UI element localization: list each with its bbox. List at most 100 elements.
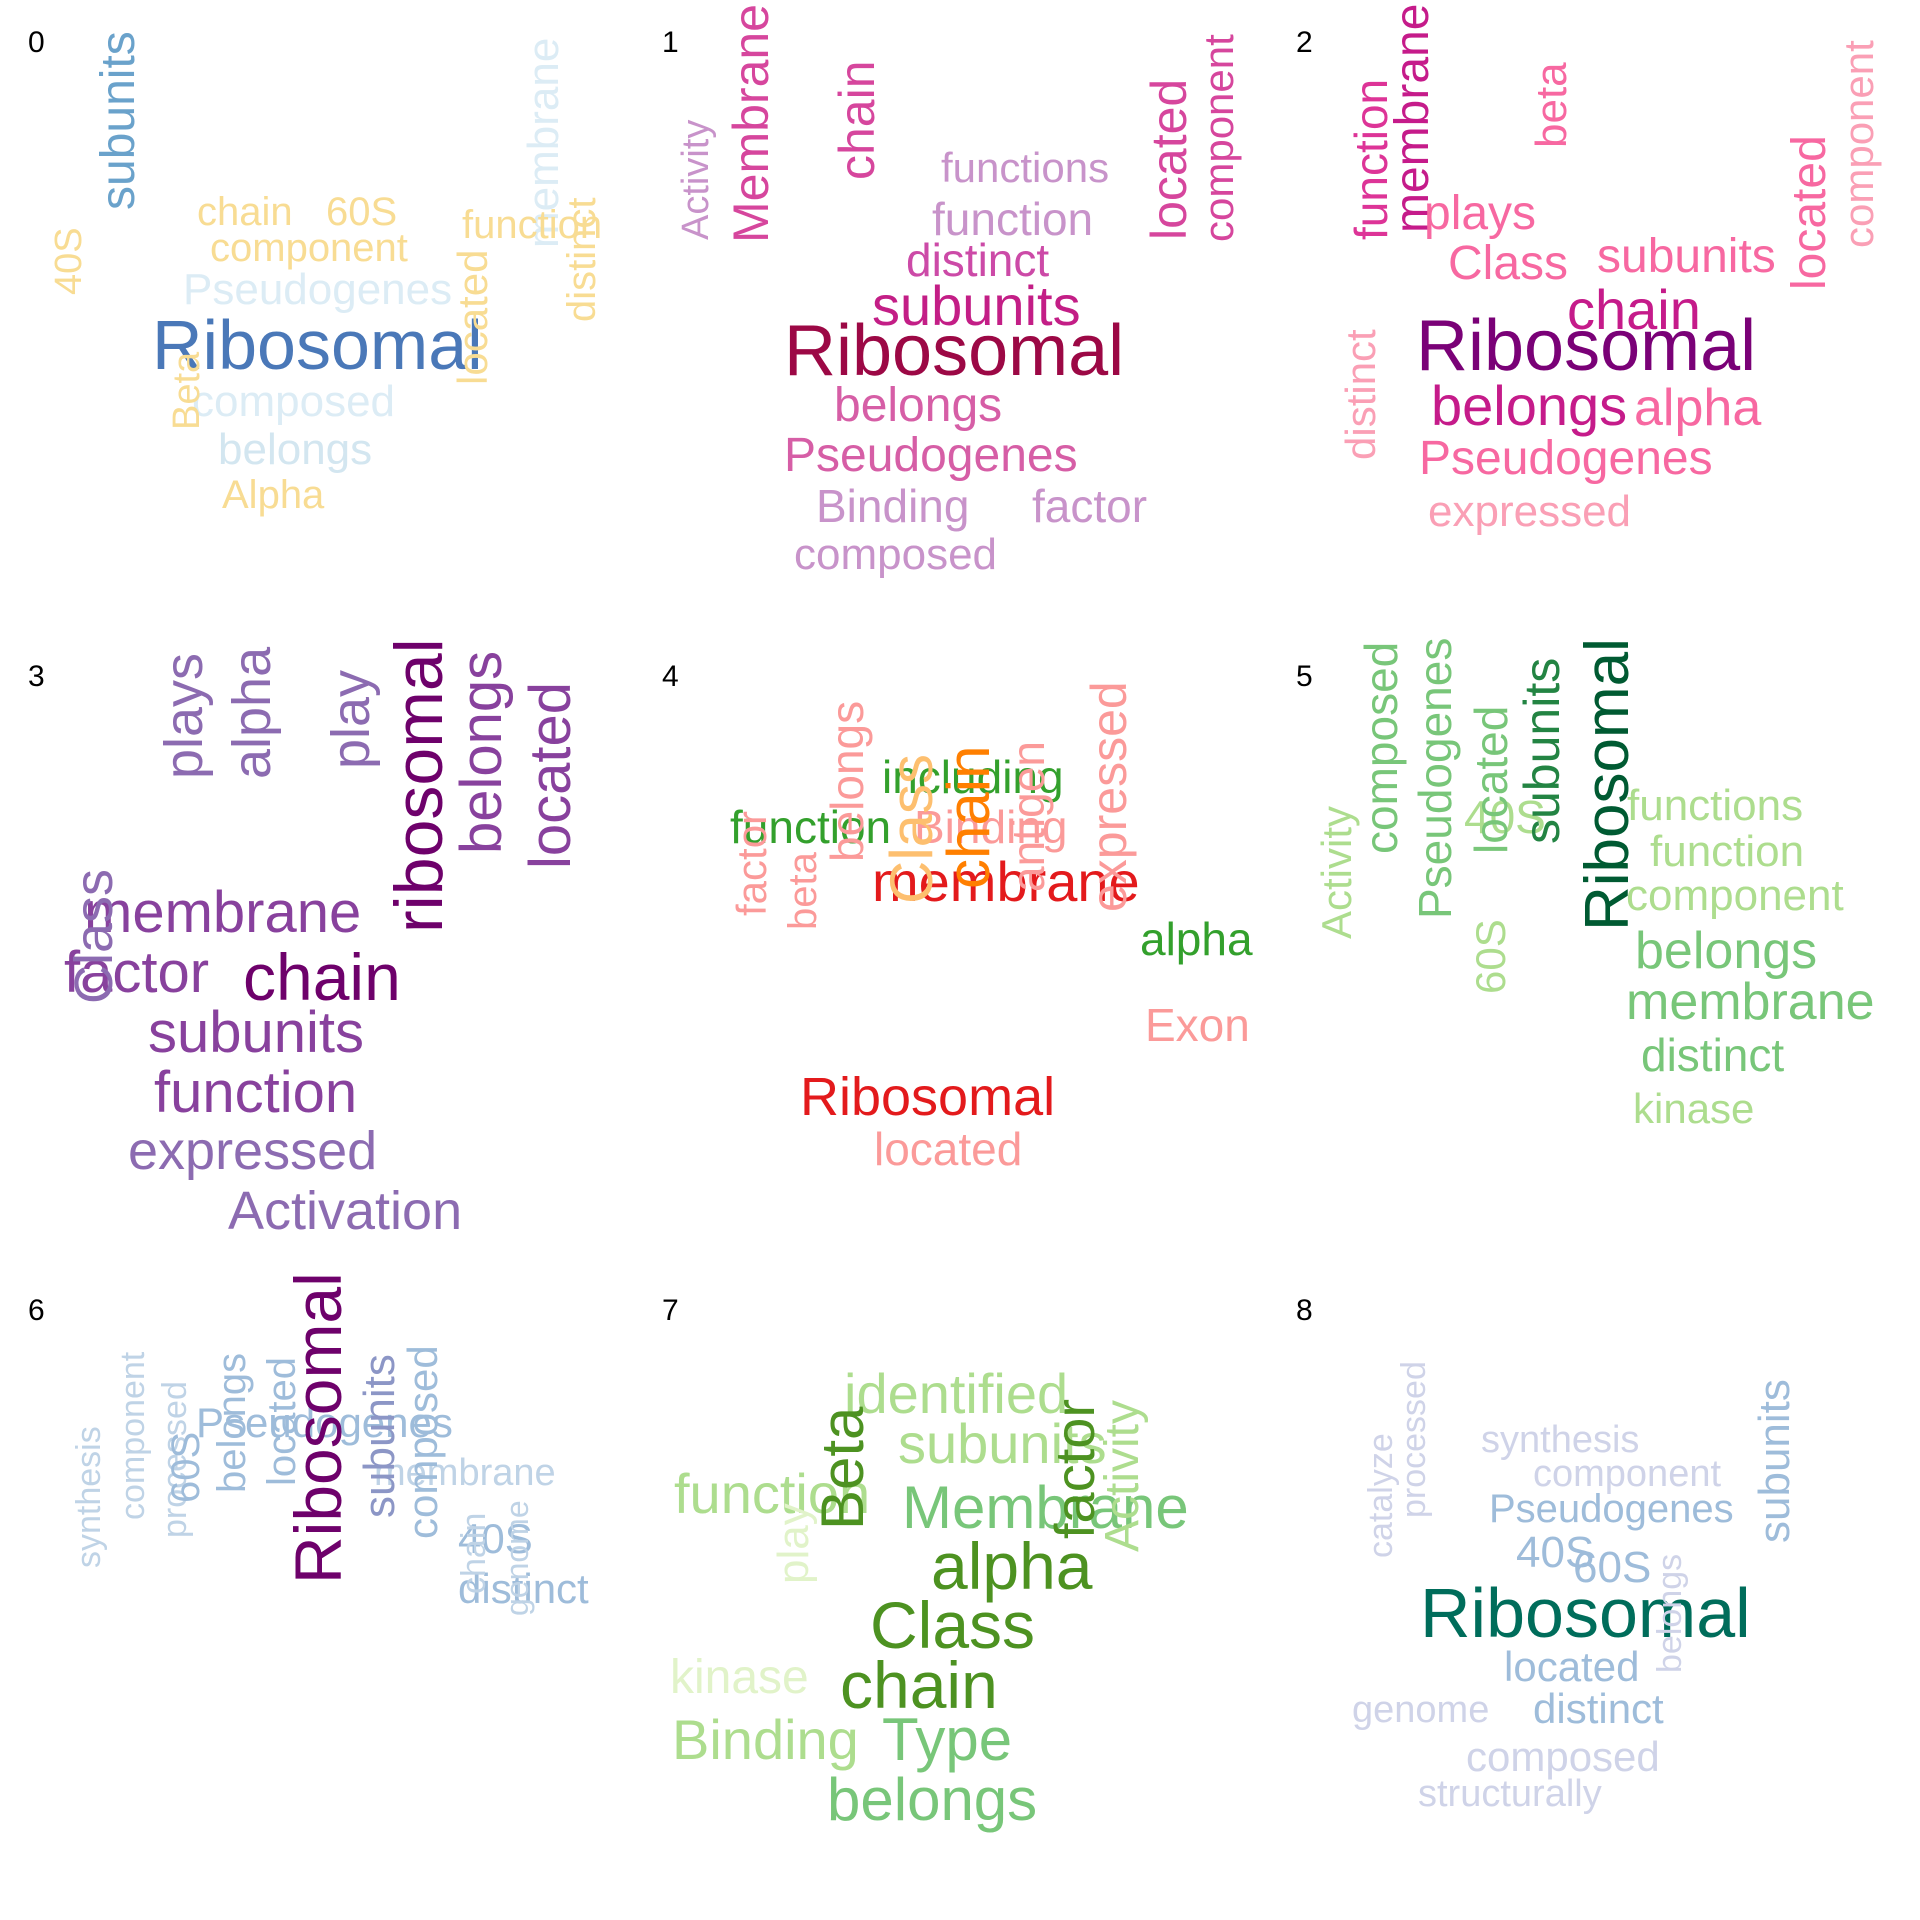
cloud-word: Activation: [228, 1181, 463, 1241]
cloud-word: Membrane: [723, 4, 779, 243]
cloud-word: expressed: [1428, 487, 1632, 536]
cloud-word: Ribosomal: [784, 311, 1125, 391]
cloud-word: Binding: [672, 1708, 859, 1771]
cloud-word: beta: [1527, 62, 1576, 148]
cloud-word: belongs: [218, 425, 373, 474]
cloud-word: Pseudogenes: [1409, 638, 1461, 920]
cloud-word: belongs: [1431, 374, 1628, 437]
cloud-word: Pseudogenes: [1419, 432, 1713, 485]
cloud-word: function: [730, 801, 892, 853]
cloud-word: distinct: [1641, 1029, 1785, 1081]
panel-label: 1: [662, 26, 679, 59]
cloud-word: including: [882, 751, 1064, 803]
cloud-word: alpha: [1634, 379, 1762, 437]
cloud-word: subunits: [1514, 657, 1570, 844]
cloud-word: functions: [1627, 781, 1804, 830]
cloud-word: belongs: [827, 1766, 1038, 1833]
cloud-word: belongs: [1651, 1553, 1689, 1673]
cloud-word: subunits: [355, 1354, 404, 1518]
cloud-word: located: [518, 681, 583, 869]
cloud-word: distinct: [1533, 1685, 1664, 1732]
word-cloud-panel-1: 1 Ribosomal subunits distinct function functi…: [634, 0, 1268, 634]
cloud-word: Class: [64, 868, 124, 1004]
cloud-word: Ribosomal: [800, 1067, 1056, 1127]
cloud-word: Class: [870, 1588, 1036, 1662]
cloud-word: Activity: [675, 119, 717, 240]
cloud-word: identified: [844, 1362, 1069, 1425]
cloud-word: alpha: [1140, 913, 1253, 965]
cloud-word: chain: [455, 1512, 493, 1594]
cloud-word: composed: [192, 377, 396, 426]
cloud-word: Ribosomal: [1420, 1574, 1751, 1652]
cloud-word: expressed: [1081, 681, 1137, 912]
cloud-word: synthesis: [70, 1426, 108, 1568]
cloud-word: composed: [1355, 641, 1407, 854]
cloud-word: located: [1141, 78, 1197, 240]
cloud-word: component: [114, 1351, 152, 1520]
cloud-word: chain: [243, 940, 401, 1014]
cloud-word: antigen: [1002, 741, 1054, 892]
cloud-word: 40S: [1516, 1528, 1595, 1577]
cloud-word: belongs: [1635, 922, 1818, 980]
cloud-word: located: [1504, 1643, 1640, 1690]
panel-label: 7: [662, 1294, 679, 1327]
cloud-word: 60S: [326, 190, 398, 234]
cloud-word: 60S: [1573, 1543, 1652, 1592]
panel-label: 4: [662, 660, 679, 693]
panel-label: 2: [1296, 26, 1313, 59]
word-cloud-panel-5: 5 Activity composed Pseudogenes 40S located 60…: [1268, 634, 1902, 1268]
cloud-word: chain: [1567, 278, 1701, 341]
cloud-word: plays: [154, 652, 214, 779]
cloud-word: membrane: [84, 880, 362, 945]
word-cloud-panel-4: 4 including function Binding membrane alpha Ex…: [634, 634, 1268, 1268]
cloud-word: composed: [794, 530, 998, 579]
cloud-word: belongs: [449, 650, 514, 854]
word-cloud-panel-2: 2 Ribosomal chain belongs membrane function pl…: [1268, 0, 1902, 634]
cloud-word: beta: [781, 852, 825, 930]
cloud-word: Beta: [809, 1406, 876, 1530]
cloud-word: located: [1783, 135, 1836, 290]
cloud-word: chain: [829, 60, 885, 180]
cloud-word: membrane: [374, 1452, 556, 1494]
cloud-word: membrane: [1626, 973, 1875, 1031]
cloud-word: located: [449, 249, 496, 385]
cloud-word: 60S: [1467, 919, 1514, 994]
cloud-word: Ribosomal: [281, 1272, 355, 1584]
cloud-word: distinct: [458, 1565, 589, 1612]
cloud-word: distinct: [906, 234, 1050, 286]
cloud-word: 40S: [458, 1515, 533, 1562]
cloud-word: Membrane: [902, 1474, 1189, 1541]
panel-label: 0: [28, 26, 45, 59]
cloud-word: function: [154, 1060, 358, 1125]
cloud-word: function: [1345, 78, 1397, 240]
cloud-word: genome: [499, 1500, 535, 1616]
cloud-word: subunits: [92, 31, 145, 210]
cloud-word: distinct: [1337, 329, 1384, 460]
word-cloud-panel-3: 3 plays alpha play membrane factor chain subuni…: [0, 634, 634, 1268]
cloud-word: chain: [197, 190, 293, 234]
cloud-word: chain: [935, 745, 1002, 889]
cloud-word: kinase: [670, 1651, 809, 1704]
cloud-word: Class: [1448, 237, 1569, 290]
cloud-word: component: [210, 226, 408, 270]
cloud-word: catalyze: [1362, 1433, 1400, 1558]
cloud-word: structurally: [1418, 1773, 1602, 1815]
cloud-word: ribosomal: [381, 638, 457, 933]
cloud-word: subunits: [898, 1412, 1107, 1475]
cloud-word: Activity: [1313, 805, 1360, 939]
cloud-word: kinase: [1633, 1085, 1755, 1132]
cloud-word: processed: [1395, 1361, 1433, 1518]
cloud-word: Type: [882, 1706, 1013, 1773]
cloud-word: function: [1650, 827, 1805, 876]
cloud-word: play: [321, 669, 381, 769]
cloud-word: located: [874, 1123, 1023, 1175]
cloud-word: belongs: [834, 379, 1003, 432]
cloud-word: synthesis: [1481, 1419, 1640, 1461]
cloud-word: distinct: [560, 197, 604, 323]
cloud-word: expressed: [128, 1121, 378, 1181]
cloud-word: Pseudogenes: [1489, 1487, 1734, 1531]
panel-label: 8: [1296, 1294, 1313, 1327]
panel-label: 5: [1296, 660, 1313, 693]
cloud-word: Beta: [166, 351, 208, 430]
cloud-word: Exon: [1145, 999, 1250, 1051]
